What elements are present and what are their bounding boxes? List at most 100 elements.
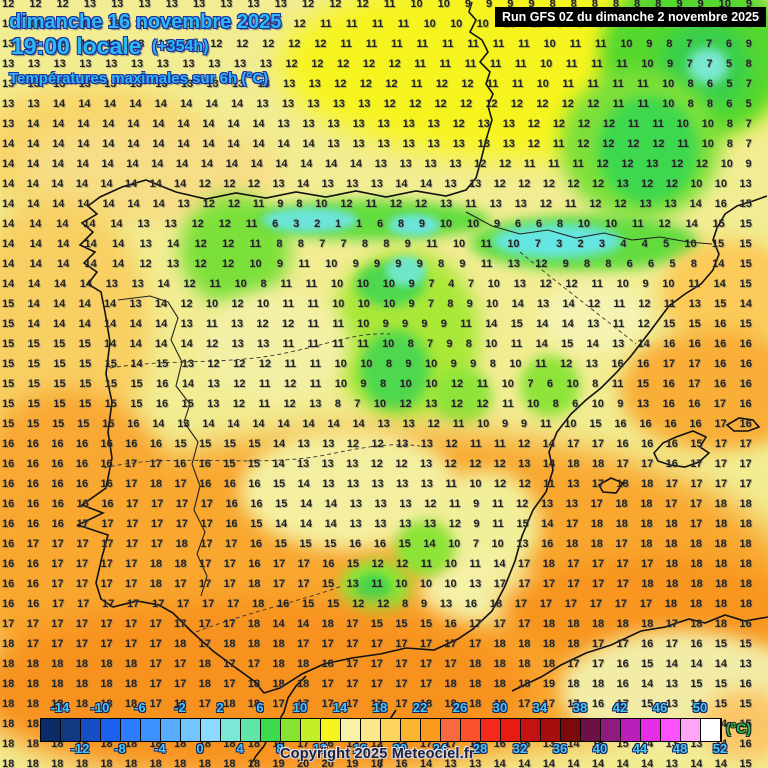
temp-value: 13 (352, 118, 365, 130)
temp-value: 15 (181, 398, 194, 410)
ebro-river (519, 251, 637, 345)
colorbar-cell (561, 719, 581, 741)
colorbar-tick-label: 36 (552, 741, 568, 756)
temp-value: 13 (420, 478, 433, 490)
temp-value: 15 (346, 558, 359, 570)
temp-value: 12 (258, 358, 271, 370)
temp-value: 17 (518, 618, 531, 630)
temp-value: 14 (739, 298, 752, 310)
temp-value: 15 (327, 598, 340, 610)
temp-value: 11 (445, 478, 457, 490)
temp-row: 15 14 14 14 14 14 14 13 11 13 12 12 11 11 10 9 9 9 9 11 14 15… (0, 316, 768, 332)
temp-value: 13 (53, 58, 66, 70)
temp-value: 12 (395, 458, 408, 470)
temp-row: 13 13 13 13 13 13 13 13 13 13 13 13 13 12 12 12 11 12 12 11… (0, 76, 768, 92)
temp-value: 13 (105, 58, 118, 70)
temp-value: 17 (517, 558, 531, 570)
colorbar-tick-label: 48 (672, 741, 688, 756)
temp-value: 17 (26, 538, 40, 550)
temp-value: 14 (324, 518, 337, 530)
temp-value: 13 (346, 578, 359, 590)
temp-value: 16 (155, 398, 169, 410)
temp-value: 13 (28, 38, 41, 50)
temp-row: 14 14 14 14 14 13 14 12 12 11 8 8 7 7 8 8 9 11 10 11 10 7 3 2 3 4… (0, 236, 768, 252)
temp-value: 13 (444, 178, 457, 190)
temp-value: 7 (319, 238, 326, 250)
temp-value: 14 (152, 198, 165, 210)
temp-value: 12 (476, 398, 489, 410)
temp-value: 5 (745, 98, 752, 110)
temp-value: 14 (299, 518, 312, 530)
temp-value: 12 (493, 478, 507, 490)
temp-value: 17 (223, 578, 236, 590)
temp-value: 9 (395, 258, 402, 270)
temp-value: 13 (374, 518, 387, 530)
temp-value: 6 (272, 218, 279, 230)
temp-value: 14 (277, 138, 290, 150)
temp-value: 18 (640, 538, 653, 550)
temp-value: 13 (377, 138, 390, 150)
temp-value: 14 (395, 178, 408, 190)
temp-value: 18 (149, 478, 162, 490)
temp-value: 12 (232, 398, 246, 410)
temp-value: 10 (485, 338, 498, 350)
temp-value: 9 (617, 398, 624, 410)
temp-value: 18 (124, 658, 138, 670)
temp-value: 18 (26, 678, 39, 690)
temp-value: 16 (662, 398, 675, 410)
temp-row: 16 16 17 17 17 17 18 17 17 17 18 17 17 15 13 11 10 10 10 13… (0, 576, 768, 592)
temp-value: 14 (542, 438, 555, 450)
temp-value: 18 (296, 658, 310, 670)
temp-value: 17 (665, 638, 678, 650)
temp-row: 15 15 15 15 15 16 14 13 14 14 14 14 14 14 14 13 13 12 11 10… (0, 416, 768, 432)
temp-value: 14 (77, 118, 90, 130)
temp-value: 18 (665, 558, 678, 570)
temp-value: 13 (468, 578, 482, 590)
temp-value: 9 (562, 258, 569, 270)
temp-value: 11 (469, 558, 481, 570)
temp-value: 9 (667, 58, 674, 70)
temp-value: 14 (712, 258, 725, 270)
temp-value: 16 (100, 458, 113, 470)
colorbar-tick-label: 30 (492, 700, 508, 715)
temp-value: 17 (200, 518, 213, 530)
temp-value: 12 (283, 398, 296, 410)
temp-value: 8 (465, 338, 472, 350)
temp-value: 14 (77, 138, 90, 150)
temp-value: 9 (745, 158, 752, 170)
temp-value: 16 (101, 498, 114, 510)
temp-value: 13 (106, 38, 119, 50)
temp-value: 16 (739, 738, 752, 750)
temp-value: 11 (534, 358, 547, 370)
temp-value: 18 (419, 698, 433, 710)
colorbar-tick-label: 44 (632, 741, 648, 756)
temp-value: 14 (52, 118, 65, 130)
temp-value: 8 (726, 118, 733, 130)
temp-value: 17 (272, 578, 285, 590)
temp-value: 18 (444, 678, 457, 690)
temp-value: 16 (714, 358, 727, 370)
temp-value: 18 (51, 658, 64, 670)
temp-value: 13 (639, 198, 652, 210)
temp-value: 12 (236, 38, 249, 50)
temp-value: 18 (468, 678, 482, 690)
temp-value: 15 (53, 398, 66, 410)
temp-value: 10 (450, 18, 463, 30)
parameter-subtitle: Températures maximales sur 6h (°C) (9, 70, 269, 87)
temp-value: 18 (690, 558, 703, 570)
temp-value: 17 (26, 618, 39, 630)
temp-value: 14 (518, 758, 531, 768)
temp-value: 16 (26, 518, 40, 530)
temp-value: 8 (583, 258, 591, 270)
temp-value: 11 (491, 498, 504, 510)
temp-value: 18 (149, 758, 162, 768)
temp-value: 13 (309, 398, 322, 410)
temp-value: 15 (130, 398, 143, 410)
colorbar-tick-label: 38 (572, 700, 588, 715)
temp-value: 13 (296, 458, 310, 470)
temp-value: 14 (511, 298, 524, 310)
temp-value: 17 (321, 638, 334, 650)
temp-value: 15 (510, 318, 523, 330)
temp-value: 17 (100, 578, 113, 590)
colorbar-cell (121, 719, 141, 741)
